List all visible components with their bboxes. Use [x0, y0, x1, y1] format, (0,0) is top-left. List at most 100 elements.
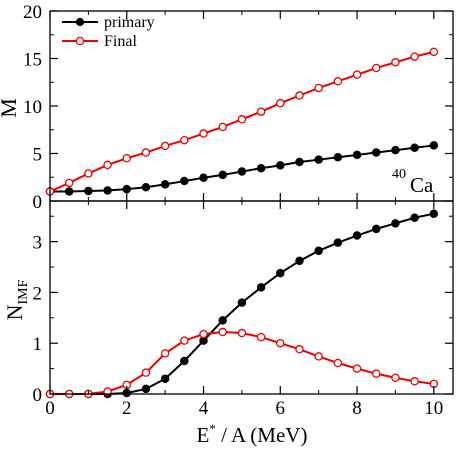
top-point-final — [410, 52, 419, 61]
top-point-primary — [103, 186, 112, 195]
top-y-tick-label: 5 — [33, 145, 43, 166]
top-point-final — [122, 153, 132, 163]
top-point-final — [429, 47, 439, 57]
bottom-point-primary — [314, 246, 323, 256]
bottom-point-primary — [218, 316, 227, 325]
top-y-axis-label: M — [0, 98, 21, 118]
bottom-y-tick-label: 0 — [33, 385, 43, 406]
top-y-tick-label: 15 — [23, 50, 42, 71]
top-point-final — [64, 178, 74, 188]
bottom-point-primary — [352, 231, 362, 240]
top-point-final — [256, 107, 266, 116]
bottom-point-primary — [295, 256, 304, 266]
top-point-primary — [218, 170, 227, 180]
bottom-point-final — [295, 345, 304, 354]
bottom-point-final — [180, 336, 189, 345]
x-axis-label: E* / A (MeV) — [197, 421, 308, 447]
bottom-point-final — [141, 368, 151, 377]
bottom-point-primary — [160, 374, 170, 384]
bottom-point-primary — [237, 298, 247, 307]
top-point-primary — [410, 143, 419, 153]
bottom-point-primary — [410, 213, 419, 223]
top-point-primary — [160, 180, 170, 189]
bottom-point-primary — [180, 356, 189, 366]
top-point-final — [160, 141, 170, 151]
bottom-y-axis-label: NIMF — [2, 279, 31, 320]
top-point-primary — [276, 161, 285, 170]
top-point-primary — [237, 167, 247, 176]
bottom-point-final — [391, 373, 400, 382]
bottom-panel: 0 1 2 3 0 2 4 6 8 10 NIMF E* / A (MeV) — [2, 200, 454, 447]
bottom-point-primary — [429, 209, 439, 218]
bottom-series-final — [45, 327, 439, 399]
bottom-point-primary — [333, 238, 343, 247]
top-point-final — [199, 129, 208, 138]
annotation-element: Ca — [410, 173, 434, 197]
x-axis: 0 2 4 6 8 10 — [45, 398, 443, 419]
bottom-point-primary — [391, 219, 400, 228]
top-point-final — [333, 77, 343, 86]
x-axis-label-sup: * — [209, 421, 216, 436]
top-series-final — [45, 47, 439, 196]
top-point-primary — [391, 145, 400, 155]
x-tick-label: 6 — [276, 398, 286, 419]
bottom-point-final — [218, 327, 227, 337]
top-point-primary — [314, 155, 323, 164]
bottom-point-final — [199, 329, 208, 339]
x-tick-label: 4 — [199, 398, 209, 419]
bottom-point-primary — [141, 384, 151, 394]
x-tick-label: 2 — [122, 398, 132, 419]
bottom-point-final — [314, 352, 323, 361]
bottom-y-tick-label: 3 — [33, 233, 43, 254]
bottom-point-final — [256, 332, 266, 342]
annotation-mass-number: 40 — [392, 167, 406, 182]
top-point-final — [391, 58, 400, 67]
top-panel: 0 5 10 15 20 M 40 Ca primary Final — [0, 2, 454, 213]
bottom-point-final — [352, 364, 362, 373]
top-point-final — [314, 83, 323, 93]
legend-label-final: Final — [104, 33, 137, 50]
top-plot-area — [45, 47, 439, 196]
bottom-y-tick-label: 2 — [33, 283, 43, 304]
top-point-primary — [199, 173, 208, 182]
top-point-primary — [64, 187, 74, 196]
top-point-primary — [84, 186, 93, 196]
bottom-panel-frame — [49, 200, 454, 395]
top-y-tick-label: 10 — [23, 97, 42, 118]
top-y-tick-label: 0 — [33, 192, 43, 213]
bottom-point-primary — [371, 224, 381, 234]
x-tick-label: 8 — [352, 398, 362, 419]
legend-marker-primary — [75, 17, 85, 27]
bottom-y-axis-label-sub: IMF — [16, 279, 31, 304]
top-point-primary — [295, 157, 304, 167]
bottom-point-primary — [256, 283, 266, 292]
bottom-point-final — [410, 377, 419, 386]
top-point-primary — [333, 153, 343, 162]
bottom-point-final — [103, 387, 112, 396]
x-axis-label-main: E — [197, 423, 210, 447]
top-point-final — [103, 160, 112, 170]
bottom-y-axis-label-main: N — [2, 304, 27, 320]
top-point-primary — [180, 176, 189, 186]
bottom-point-final — [276, 338, 285, 348]
top-point-final — [180, 135, 189, 145]
top-point-primary — [429, 141, 439, 150]
top-y-axis: 0 5 10 15 20 — [23, 2, 453, 213]
top-point-primary — [122, 184, 132, 194]
legend: primary Final — [62, 14, 155, 50]
legend-label-primary: primary — [104, 14, 155, 31]
top-point-primary — [371, 148, 381, 157]
bottom-point-final — [160, 349, 170, 358]
top-point-final — [352, 70, 362, 79]
x-tick-label: 10 — [424, 398, 443, 419]
top-point-final — [218, 122, 227, 132]
bottom-point-final — [333, 358, 343, 368]
top-y-tick-label: 20 — [23, 2, 42, 23]
top-point-final — [276, 98, 285, 108]
bottom-point-primary — [276, 268, 285, 278]
x-tick-label: 0 — [45, 398, 55, 419]
legend-entry-primary: primary — [62, 14, 155, 31]
legend-marker-final — [75, 36, 85, 46]
bottom-point-final — [371, 369, 381, 378]
